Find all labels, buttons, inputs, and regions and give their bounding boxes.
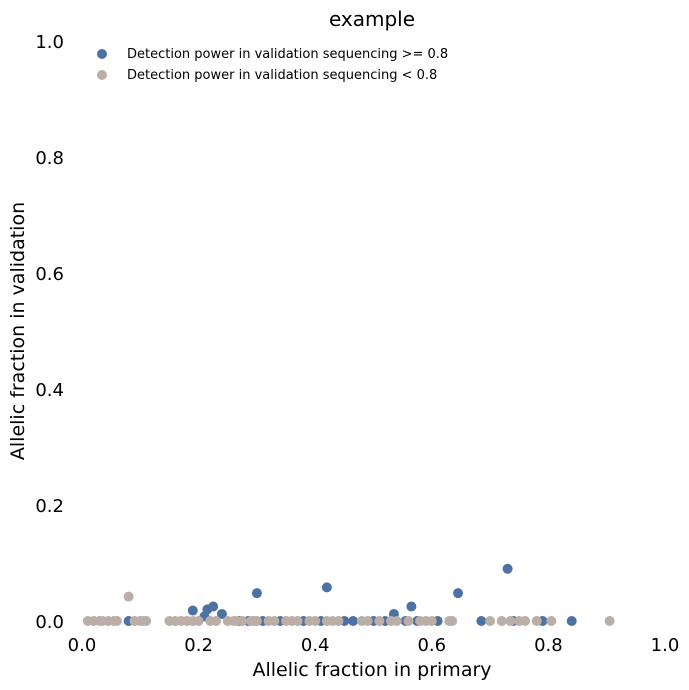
data-point-low-power (111, 616, 122, 626)
data-point-high-power (566, 616, 577, 626)
data-point-low-power (141, 616, 152, 626)
data-point-high-power (208, 601, 219, 612)
x-tick-label: 0.8 (534, 635, 563, 656)
data-point-high-power (502, 563, 513, 574)
legend-label-low-power: Detection power in validation sequencing… (127, 68, 437, 83)
data-point-low-power (391, 616, 402, 626)
legend-marker-low-power (97, 70, 107, 80)
y-tick-label: 0.8 (35, 148, 64, 169)
data-point-high-power (216, 609, 227, 620)
data-point-low-power (403, 616, 414, 626)
data-point-low-power (546, 616, 557, 626)
x-tick-label: 0.6 (417, 635, 446, 656)
x-tick-label: 0.0 (68, 635, 97, 656)
data-point-low-power (251, 616, 262, 626)
legend-marker-high-power (97, 49, 107, 59)
data-point-low-power (193, 616, 204, 626)
legend-label-high-power: Detection power in validation sequencing… (127, 47, 448, 62)
y-tick-label: 0.0 (35, 612, 64, 633)
chart-title: example (329, 7, 415, 31)
data-point-low-power (496, 616, 507, 626)
data-point-high-power (406, 601, 417, 612)
y-tick-label: 1.0 (35, 32, 64, 53)
data-point-low-power (447, 616, 458, 626)
x-tick-label: 0.4 (301, 635, 330, 656)
data-point-low-power (426, 616, 437, 626)
y-tick-label: 0.2 (35, 496, 64, 517)
data-point-high-power (348, 616, 359, 626)
data-point-low-power (531, 616, 542, 626)
data-point-low-power (520, 616, 531, 626)
data-point-low-power (374, 616, 385, 626)
data-point-low-power (123, 591, 134, 602)
data-point-high-power (187, 605, 198, 616)
y-axis-ticks: 0.0 0.2 0.4 0.6 0.8 1.0 (35, 32, 64, 633)
data-point-high-power (453, 588, 464, 599)
data-point-low-power (269, 616, 280, 626)
data-point-low-power (211, 616, 222, 626)
data-point-low-power (292, 616, 303, 626)
data-point-high-power (321, 582, 332, 593)
y-axis-label: Allelic fraction in validation (7, 202, 29, 460)
y-tick-label: 0.6 (35, 264, 64, 285)
data-point-low-power (310, 616, 321, 626)
data-points (82, 563, 615, 626)
data-point-high-power (251, 588, 262, 599)
data-point-low-power (237, 616, 248, 626)
x-axis-label: Allelic fraction in primary (252, 659, 491, 681)
x-tick-label: 0.2 (184, 635, 213, 656)
data-point-low-power (485, 616, 496, 626)
x-axis-ticks: 0.0 0.2 0.4 0.6 0.8 1.0 (68, 635, 680, 656)
data-point-high-power (476, 616, 487, 626)
data-point-low-power (333, 616, 344, 626)
x-tick-label: 1.0 (651, 635, 680, 656)
data-point-low-power (362, 616, 373, 626)
legend: Detection power in validation sequencing… (97, 47, 448, 83)
data-point-low-power (505, 616, 516, 626)
y-tick-label: 0.4 (35, 380, 64, 401)
data-point-low-power (604, 616, 615, 626)
